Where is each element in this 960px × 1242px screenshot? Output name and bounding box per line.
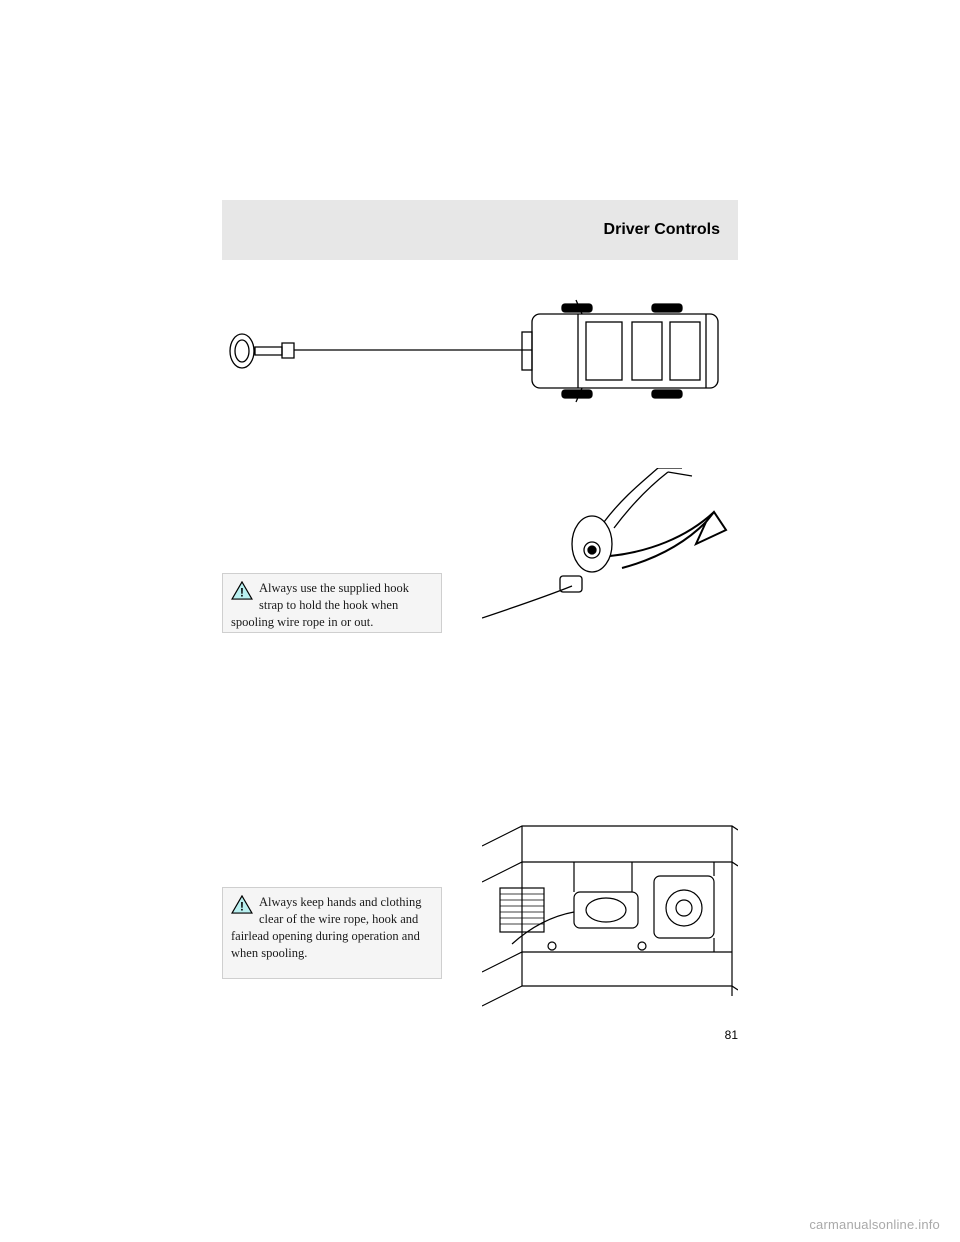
warning-hands-clear: ! Always keep hands and clothing clear o… xyxy=(222,887,442,979)
diagram-winch-fairlead xyxy=(482,796,738,1012)
diagram-cable-vehicle xyxy=(222,292,738,410)
figure-hook-strap xyxy=(482,468,738,644)
figure-cable-to-vehicle xyxy=(222,292,738,410)
warning-text: Always use the supplied hook strap to ho… xyxy=(231,581,409,629)
svg-text:!: ! xyxy=(240,900,244,913)
warning-icon: ! xyxy=(231,581,253,605)
warning-hook-strap: ! Always use the supplied hook strap to … xyxy=(222,573,442,633)
manual-page: Driver Controls xyxy=(0,0,960,1242)
warning-text: Always keep hands and clothing clear of … xyxy=(231,895,421,960)
page-header-bar: Driver Controls xyxy=(222,200,738,260)
warning-icon: ! xyxy=(231,895,253,919)
watermark-text: carmanualsonline.info xyxy=(809,1217,940,1232)
figure-winch-fairlead xyxy=(482,796,738,1012)
page-header-title: Driver Controls xyxy=(604,221,720,239)
page-number: 81 xyxy=(725,1028,738,1042)
svg-text:!: ! xyxy=(240,586,244,599)
diagram-hook-strap xyxy=(482,468,738,644)
